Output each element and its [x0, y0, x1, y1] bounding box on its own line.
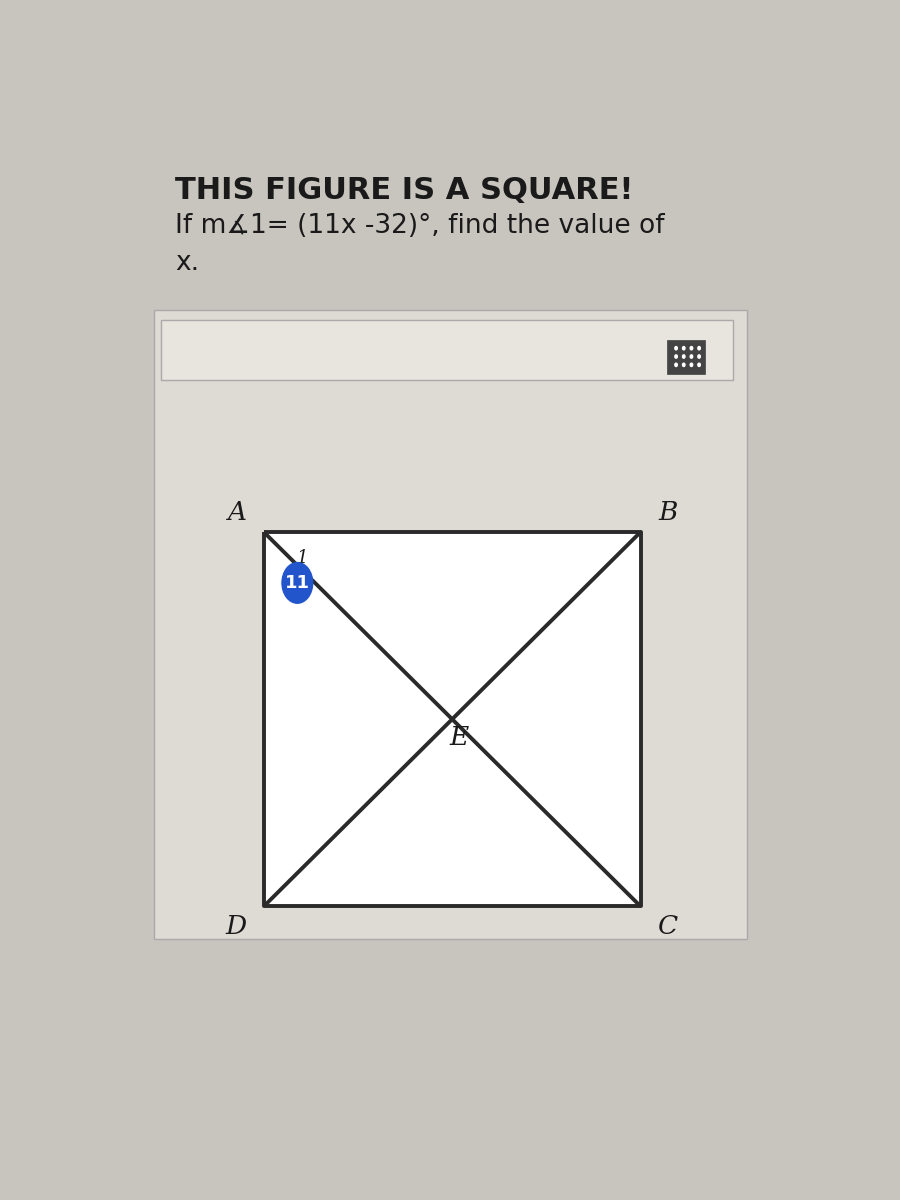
- Circle shape: [682, 364, 685, 366]
- Text: A: A: [228, 499, 247, 524]
- Text: E: E: [449, 725, 469, 750]
- Text: If m∡1= (11x -32)°, find the value of: If m∡1= (11x -32)°, find the value of: [176, 214, 665, 239]
- Circle shape: [675, 355, 678, 358]
- Circle shape: [698, 364, 700, 366]
- FancyBboxPatch shape: [155, 311, 747, 938]
- Circle shape: [690, 364, 693, 366]
- Circle shape: [698, 347, 700, 350]
- Circle shape: [682, 347, 685, 350]
- FancyBboxPatch shape: [161, 319, 733, 379]
- Text: 1: 1: [296, 548, 308, 566]
- Text: D: D: [225, 913, 247, 938]
- Text: 11: 11: [284, 574, 310, 592]
- Text: THIS FIGURE IS A SQUARE!: THIS FIGURE IS A SQUARE!: [176, 176, 634, 205]
- Text: C: C: [658, 913, 678, 938]
- Circle shape: [698, 355, 700, 358]
- Text: B: B: [658, 499, 678, 524]
- Text: x.: x.: [176, 251, 200, 276]
- Circle shape: [690, 347, 693, 350]
- Bar: [264, 532, 641, 906]
- Circle shape: [282, 563, 312, 604]
- FancyBboxPatch shape: [667, 340, 705, 374]
- Circle shape: [690, 355, 693, 358]
- Circle shape: [682, 355, 685, 358]
- Circle shape: [675, 347, 678, 350]
- Circle shape: [675, 364, 678, 366]
